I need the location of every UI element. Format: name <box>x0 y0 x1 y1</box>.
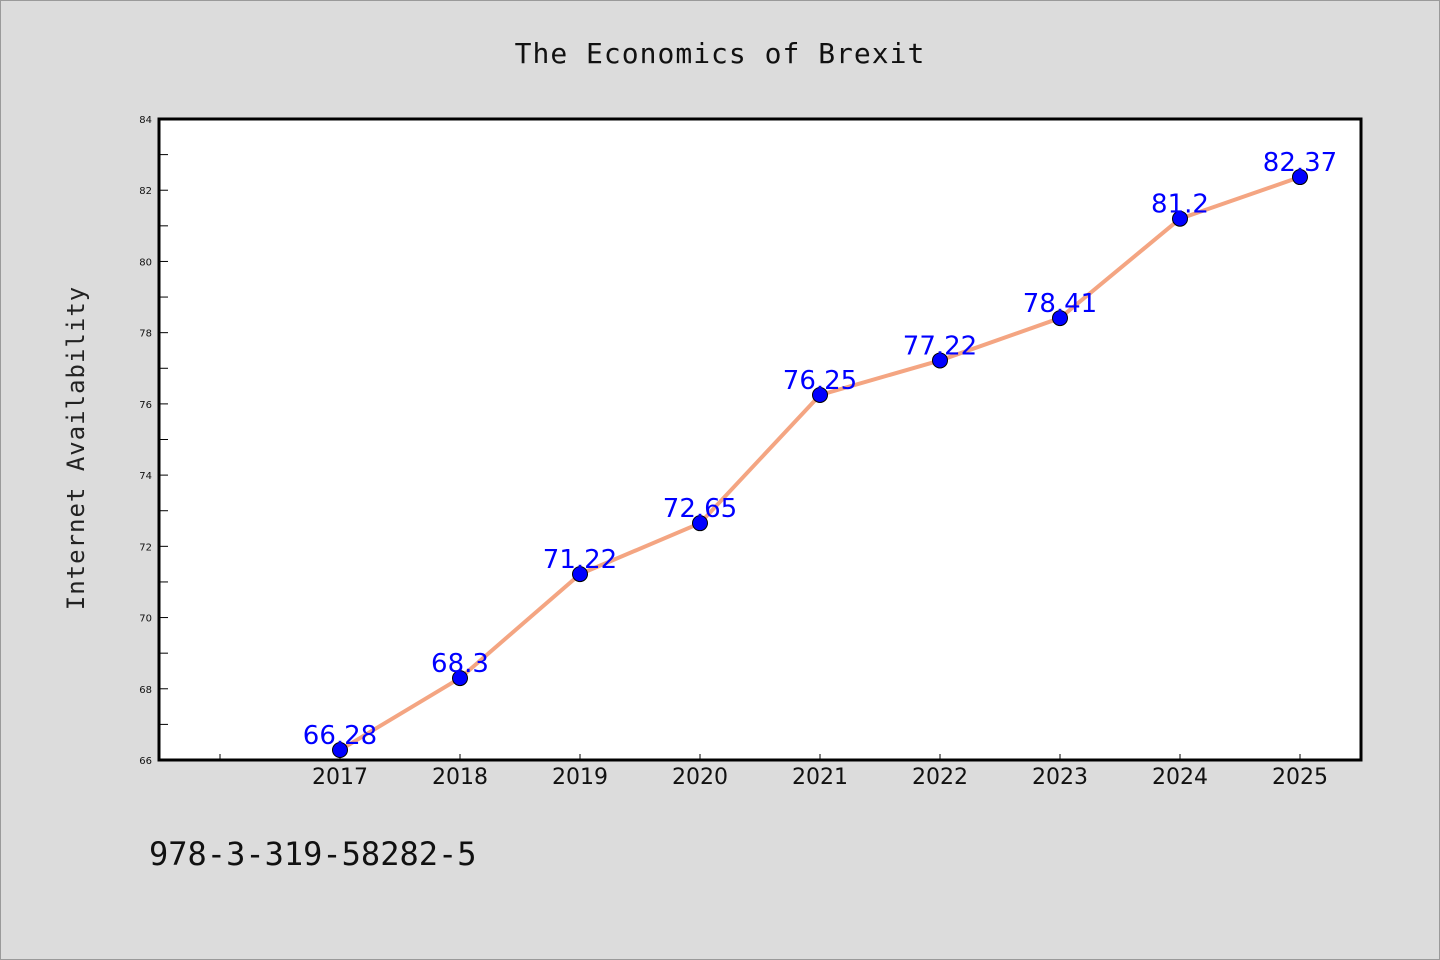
x-tick-label: 2025 <box>1272 765 1328 790</box>
y-tick-label: 66 <box>139 756 152 767</box>
x-tick-label: 2023 <box>1032 765 1088 790</box>
y-tick-label: 84 <box>139 115 152 126</box>
data-label: 71.22 <box>543 545 617 575</box>
y-tick-label: 74 <box>139 471 152 482</box>
data-label: 81.2 <box>1151 190 1209 220</box>
data-point <box>1052 310 1068 327</box>
x-tick-label: 2022 <box>912 765 968 790</box>
y-axis: 66 68 70 72 74 76 78 80 82 84 <box>139 115 168 767</box>
data-point <box>692 515 708 532</box>
data-point <box>452 670 468 687</box>
data-label: 76.25 <box>783 366 857 396</box>
y-tick-label: 80 <box>139 257 152 268</box>
data-label: 77.22 <box>903 331 977 361</box>
y-tick-label: 78 <box>139 329 152 340</box>
data-point <box>812 386 828 403</box>
footnote: 978-3-319-58282-5 <box>149 835 477 873</box>
y-tick-label: 72 <box>139 542 152 553</box>
data-point <box>932 352 948 369</box>
chart-title: The Economics of Brexit <box>515 37 926 70</box>
x-tick-label: 2024 <box>1152 765 1208 790</box>
data-point <box>572 566 588 583</box>
y-tick-label: 70 <box>139 614 152 625</box>
data-label: 66.28 <box>303 721 377 751</box>
x-tick-label: 2021 <box>792 765 848 790</box>
data-point <box>332 742 348 759</box>
y-tick-label: 68 <box>139 685 152 696</box>
data-label: 78.41 <box>1023 289 1097 319</box>
x-tick-label: 2019 <box>552 765 608 790</box>
x-axis: 2017 2018 2019 2020 2021 2022 2023 2024 2025 <box>219 754 1328 790</box>
data-label: 68.3 <box>431 649 489 679</box>
y-tick-label: 76 <box>139 400 152 411</box>
series-group: 66.28 68.3 71.22 72.65 76.25 77.22 78.41 81.2 82… <box>303 148 1337 759</box>
x-tick-label: 2020 <box>672 765 728 790</box>
y-tick-label: 82 <box>139 186 152 197</box>
data-label: 72.65 <box>663 494 737 524</box>
x-tick-label: 2017 <box>312 765 368 790</box>
x-tick-label: 2018 <box>432 765 488 790</box>
y-axis-label: Internet Availability <box>62 286 90 610</box>
data-point <box>1172 210 1188 227</box>
data-point <box>1292 169 1308 186</box>
data-label: 82.37 <box>1263 148 1337 178</box>
plot-area <box>157 117 1363 762</box>
